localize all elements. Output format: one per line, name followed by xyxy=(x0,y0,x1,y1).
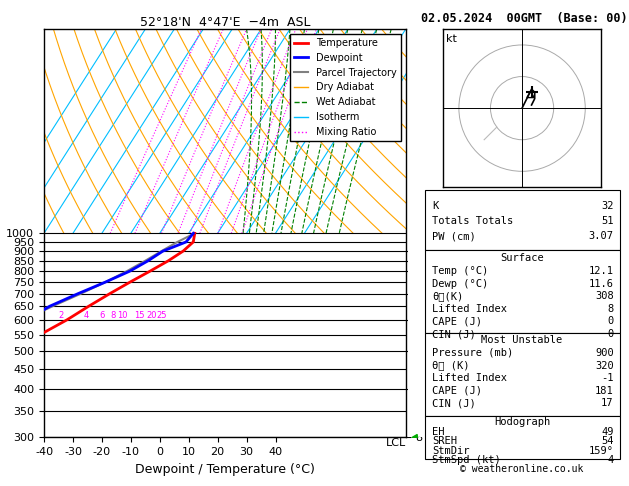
Text: θᴇ(K): θᴇ(K) xyxy=(432,291,464,301)
Text: Surface: Surface xyxy=(500,253,544,263)
Text: Temp (°C): Temp (°C) xyxy=(432,266,489,276)
Text: 159°: 159° xyxy=(589,446,614,456)
Text: 0: 0 xyxy=(608,316,614,327)
Text: 3.07: 3.07 xyxy=(589,231,614,241)
Text: 900: 900 xyxy=(595,348,614,358)
Text: Most Unstable: Most Unstable xyxy=(481,335,563,346)
Text: 17: 17 xyxy=(601,399,614,408)
Text: EH: EH xyxy=(432,427,445,437)
Y-axis label: km
ASL: km ASL xyxy=(429,233,450,255)
Text: Pressure (mb): Pressure (mb) xyxy=(432,348,514,358)
Text: 20: 20 xyxy=(147,311,157,320)
Bar xyxy=(425,250,620,333)
Text: Lifted Index: Lifted Index xyxy=(432,304,508,314)
Text: 4: 4 xyxy=(608,455,614,465)
Legend: Temperature, Dewpoint, Parcel Trajectory, Dry Adiabat, Wet Adiabat, Isotherm, Mi: Temperature, Dewpoint, Parcel Trajectory… xyxy=(290,34,401,141)
Text: 49: 49 xyxy=(601,427,614,437)
Text: 2: 2 xyxy=(58,311,64,320)
Text: SREH: SREH xyxy=(432,436,457,446)
Text: 25: 25 xyxy=(157,311,167,320)
Bar xyxy=(425,333,620,416)
Text: 8: 8 xyxy=(111,311,116,320)
Text: PW (cm): PW (cm) xyxy=(432,231,476,241)
Text: 6: 6 xyxy=(99,311,104,320)
Text: LCL: LCL xyxy=(386,438,406,448)
Text: Totals Totals: Totals Totals xyxy=(432,216,514,226)
Bar xyxy=(425,190,620,250)
Text: 51: 51 xyxy=(601,216,614,226)
Text: 0: 0 xyxy=(608,329,614,339)
Text: 15: 15 xyxy=(135,311,145,320)
Text: Hodograph: Hodograph xyxy=(494,417,550,427)
Text: 320: 320 xyxy=(595,361,614,371)
Text: K: K xyxy=(432,201,438,211)
Text: CIN (J): CIN (J) xyxy=(432,399,476,408)
Bar xyxy=(425,416,620,459)
Text: kt: kt xyxy=(446,34,457,44)
Text: StmSpd (kt): StmSpd (kt) xyxy=(432,455,501,465)
Text: © weatheronline.co.uk: © weatheronline.co.uk xyxy=(460,464,584,474)
Y-axis label: hPa: hPa xyxy=(0,222,1,244)
Text: 308: 308 xyxy=(595,291,614,301)
Text: 181: 181 xyxy=(595,386,614,396)
Text: CIN (J): CIN (J) xyxy=(432,329,476,339)
Text: -1: -1 xyxy=(601,373,614,383)
Text: 32: 32 xyxy=(601,201,614,211)
Text: 10: 10 xyxy=(117,311,128,320)
Text: CAPE (J): CAPE (J) xyxy=(432,316,482,327)
Text: StmDir: StmDir xyxy=(432,446,470,456)
Text: 02.05.2024  00GMT  (Base: 00): 02.05.2024 00GMT (Base: 00) xyxy=(421,12,627,25)
X-axis label: Dewpoint / Temperature (°C): Dewpoint / Temperature (°C) xyxy=(135,463,314,476)
Text: CAPE (J): CAPE (J) xyxy=(432,386,482,396)
Title: 52°18'N  4°47'E  −4m  ASL: 52°18'N 4°47'E −4m ASL xyxy=(140,16,310,29)
Text: Mixing Ratio (g/kg): Mixing Ratio (g/kg) xyxy=(409,187,420,279)
Text: 4: 4 xyxy=(84,311,89,320)
Text: 11.6: 11.6 xyxy=(589,278,614,289)
Text: 8: 8 xyxy=(608,304,614,314)
Text: θᴇ (K): θᴇ (K) xyxy=(432,361,470,371)
Text: 54: 54 xyxy=(601,436,614,446)
Text: Dewp (°C): Dewp (°C) xyxy=(432,278,489,289)
Text: Lifted Index: Lifted Index xyxy=(432,373,508,383)
Text: 12.1: 12.1 xyxy=(589,266,614,276)
